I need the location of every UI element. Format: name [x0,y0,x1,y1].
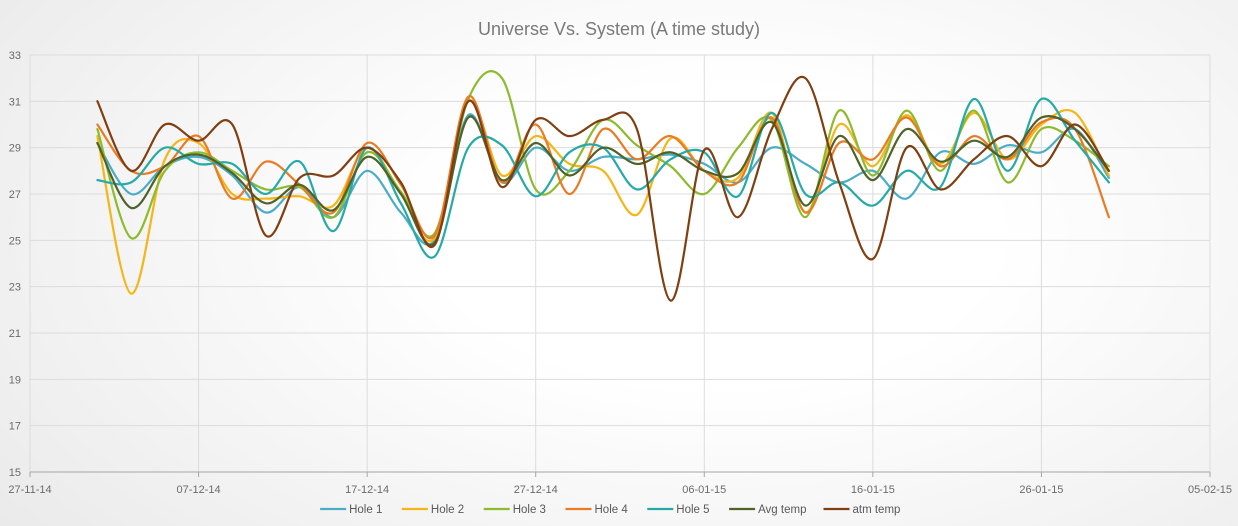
legend-label-hole-2: Hole 2 [431,504,464,516]
legend-label-hole-3: Hole 3 [513,504,546,516]
x-tick-label: 27-11-14 [8,484,51,496]
x-tick-label: 26-01-15 [1019,484,1063,496]
series-line-atm-temp [96,75,1110,302]
y-tick-label: 25 [9,235,21,247]
x-tick-label: 27-12-14 [514,484,558,496]
y-tick-label: 23 [9,282,21,294]
legend: Hole 1 Hole 2 Hole 3 Hole 4 Hole 5 Avg temp at… [320,504,900,516]
series-line-hole-4 [96,95,1110,240]
legend-label-avg-temp: Avg temp [758,504,806,516]
y-tick-label: 33 [9,50,21,62]
axes: 15 17 19 21 23 25 27 29 31 33 27-11-14 07-12-14 17-1… [8,50,1232,496]
y-tick-label: 21 [9,328,21,340]
series-line-avg-temp [96,115,1110,246]
x-tick-label: 05-02-15 [1188,484,1232,496]
y-tick-label: 29 [9,143,21,155]
legend-label-hole-5: Hole 5 [676,504,709,516]
x-tick-label: 06-01-15 [682,484,726,496]
legend-label-hole-1: Hole 1 [349,504,382,516]
x-tick-label: 17-12-14 [345,484,389,496]
y-tick-label: 19 [9,374,21,386]
y-tick-label: 31 [9,96,21,108]
series-line-hole-3 [96,70,1110,240]
y-tick-label: 15 [9,467,21,479]
grid-lines [29,54,1211,472]
x-tick-label: 07-12-14 [177,484,221,496]
legend-label-atm-temp: atm temp [853,504,901,516]
series-line-hole-1 [96,113,1110,246]
chart-title: Universe Vs. System (A time study) [478,19,760,39]
legend-label-hole-4: Hole 4 [595,504,629,516]
y-tick-label: 27 [9,189,21,201]
series-lines [96,70,1110,302]
y-tick-label: 17 [9,421,21,433]
x-tick-label: 16-01-15 [851,484,895,496]
